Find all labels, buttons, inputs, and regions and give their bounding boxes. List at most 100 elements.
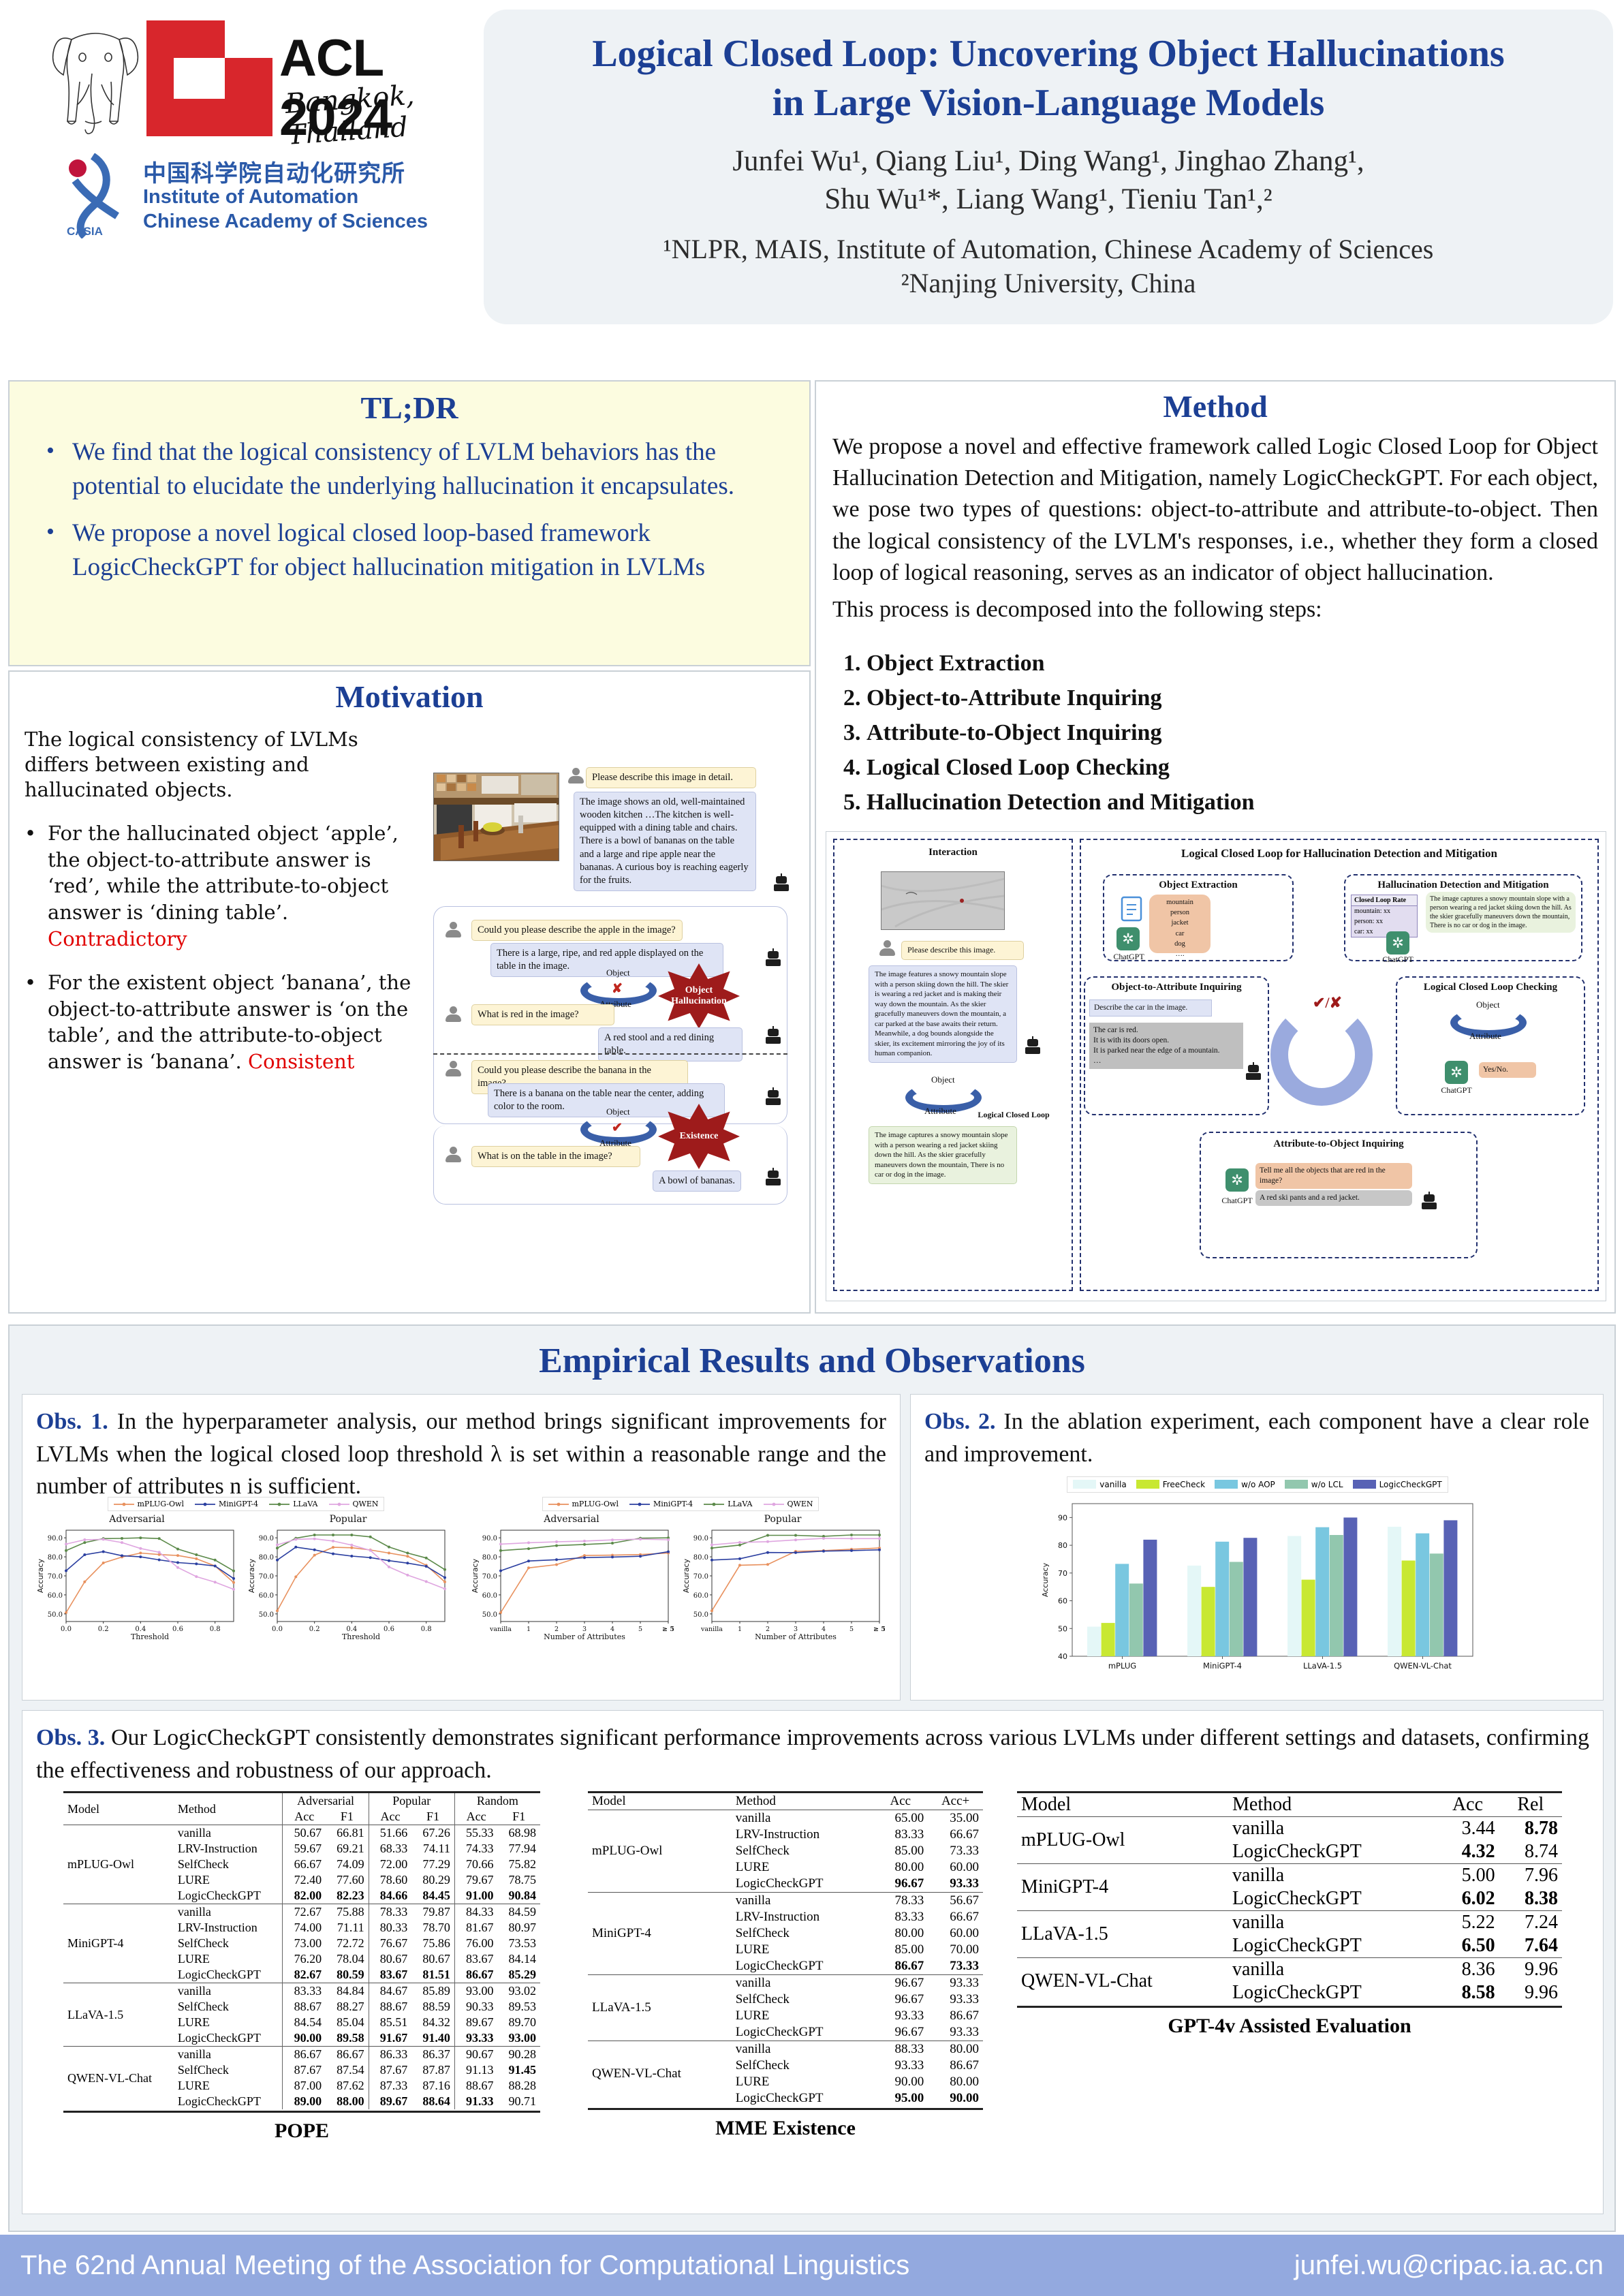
table-cell: 80.97 — [508, 1921, 537, 1934]
table-row: LogicCheckGPT 95.00 90.00 — [588, 2090, 983, 2107]
interaction-bot-response: The image features a snowy mountain slop… — [869, 965, 1017, 1063]
pope-table-wrap: Model Method Adversarial Popular Random Acc F… — [63, 1791, 540, 2143]
table-cell: 60.00 — [950, 1926, 979, 1940]
motivation-title: Motivation — [335, 679, 484, 714]
svg-text:3: 3 — [794, 1626, 798, 1633]
legend-item: QWEN — [328, 1500, 378, 1508]
table-cell: 80.00 — [950, 2042, 979, 2056]
table-cell: 35.00 — [950, 1811, 979, 1825]
legend-label: QWEN — [787, 1500, 813, 1508]
svg-text:70: 70 — [1058, 1569, 1067, 1578]
table-cell: 78.33 — [368, 1904, 412, 1920]
column-header: Acc+ — [941, 1794, 970, 1808]
table-cell: 91.13 — [454, 2062, 498, 2078]
svg-text:Accuracy: Accuracy — [682, 1558, 691, 1593]
row-model-label: mPLUG-Owl — [67, 1857, 134, 1871]
table-cell: 77.60 — [337, 1873, 364, 1887]
table-cell: 85.00 — [894, 1942, 924, 1957]
svg-text:0.2: 0.2 — [309, 1626, 320, 1633]
poster-footer: The 62nd Annual Meeting of the Associati… — [0, 2235, 1624, 2296]
svg-text:60.0: 60.0 — [48, 1592, 63, 1600]
casia-logo: CASIA 中国科学院自动化研究所 Institute of Automatio… — [54, 153, 484, 242]
poster-header: ACL 2024 Bangkok, Thailand CASIA 中国科学院自动… — [0, 0, 1624, 341]
row-method-label: SelfCheck — [735, 1926, 790, 1940]
chat-group-box-2 — [433, 1126, 787, 1205]
table-cell: 93.33 — [950, 2025, 979, 2039]
tldr-title: TL;DR — [360, 390, 458, 425]
row-method-label: LogicCheckGPT — [735, 1876, 824, 1891]
legend-item: w/o AOP — [1215, 1480, 1275, 1489]
table-cell: 6.50 — [1461, 1935, 1495, 1956]
motivation-bullet-1: For the hallucinated object ‘apple’, the… — [48, 822, 399, 950]
table-row: mPLUG-Owl vanilla 65.00 35.00 — [588, 1810, 983, 1858]
tldr-bullet-1: We find that the logical consistency of … — [72, 438, 734, 501]
loop-object-label: Object — [931, 1074, 955, 1085]
ski-photo — [881, 871, 1005, 930]
table-body-wrap: Model Method Acc Acc+ mPLUG-Owl vanilla 65.00 3… — [588, 1791, 983, 2110]
table-caption: MME Existence — [715, 2117, 856, 2139]
logical-loop-icon: Object Attribute — [894, 1074, 997, 1118]
legend-swatch — [548, 1502, 569, 1506]
table-cell: 80.00 — [894, 1926, 924, 1940]
table-cell: 87.62 — [337, 2079, 364, 2092]
row-method-label: vanilla — [735, 1976, 771, 1990]
bullet-icon: • — [46, 518, 54, 544]
table-cell: 93.00 — [508, 2031, 537, 2045]
logical-loop-icon: Object Attribute — [1439, 999, 1542, 1043]
svg-text:40: 40 — [1058, 1652, 1067, 1661]
affiliation-line-2: ²Nanjing University, China — [901, 268, 1196, 299]
method-step-5: Hallucination Detection and Mitigation — [866, 785, 1598, 820]
obs2-card: Obs. 2. In the ablation experiment, each… — [910, 1394, 1604, 1701]
table-cell: 93.33 — [950, 1976, 979, 1990]
table-cell: 87.54 — [337, 2063, 364, 2077]
legend-swatch — [1284, 1480, 1308, 1489]
svg-text:Accuracy: Accuracy — [247, 1558, 256, 1593]
casia-mark-icon: CASIA — [67, 153, 119, 238]
chat-q5: What is on the table in the image? — [471, 1146, 640, 1168]
svg-text:Threshold: Threshold — [131, 1632, 169, 1641]
table-row: MiniGPT-4 vanilla 5.00 7.96 — [1017, 1863, 1562, 1897]
table-cell: 83.33 — [894, 1910, 924, 1924]
svg-text:70.0: 70.0 — [693, 1573, 708, 1581]
table-cell: 80.29 — [422, 1873, 450, 1887]
table-cell: 55.33 — [454, 1825, 498, 1841]
user-avatar — [444, 1006, 462, 1023]
svg-text:CASIA: CASIA — [67, 225, 103, 238]
consistent-tag: Consistent — [247, 1049, 355, 1073]
row-method-label: vanilla — [177, 1984, 211, 1998]
table-cell: 78.60 — [368, 1872, 412, 1888]
attr2obj-answer: A red ski pants and a red jacket. — [1255, 1190, 1412, 1206]
table-cell: 87.33 — [368, 2078, 412, 2094]
table-cell: 88.67 — [282, 1999, 326, 2015]
table-cell: 89.67 — [454, 2015, 498, 2030]
table-cell: 51.66 — [368, 1825, 412, 1841]
table-cell: 91.00 — [454, 1888, 498, 1904]
row-model-label: mPLUG-Owl — [592, 1844, 663, 1858]
svg-text:70.0: 70.0 — [259, 1573, 274, 1581]
legend-label: LogicCheckGPT — [1379, 1480, 1442, 1489]
line-plot-svg: 50.0 60.0 70.0 80.0 90.0 vanilla 1 2 3 4 5 ≥ 5 Numbe… — [471, 1530, 674, 1641]
table-cell: 74.00 — [282, 1920, 326, 1936]
loop-attribute-label: Attribute — [924, 1106, 956, 1116]
column-header: F1 — [512, 1810, 526, 1823]
list-item: • We propose a novel logical closed loop… — [46, 516, 786, 585]
row-method-label: LURE — [735, 1860, 770, 1874]
chat-a5: A bowl of bananas. — [653, 1170, 741, 1192]
method-title: Method — [1163, 389, 1268, 424]
chart-legend: mPLUG-Owl MiniGPT-4 LLaVA QWEN — [107, 1497, 385, 1511]
table-cell: 72.67 — [282, 1904, 326, 1920]
table-subheader-row: Acc F1 Acc F1 Acc F1 — [63, 1809, 540, 1825]
svg-text:0.8: 0.8 — [421, 1626, 432, 1633]
row-method-label: LogicCheckGPT — [177, 2031, 261, 2045]
table-cell: 88.67 — [368, 1999, 412, 2015]
table-cell: 69.21 — [337, 1842, 364, 1855]
column-header: F1 — [426, 1810, 440, 1823]
authors-line-2: Shu Wu¹*, Liang Wang¹, Tieniu Tan¹,² — [824, 183, 1272, 216]
legend-swatch — [1352, 1480, 1376, 1489]
column-header: Method — [735, 1794, 776, 1808]
table-cell: 86.67 — [454, 1967, 498, 1983]
method-steps-list: Object Extraction Object-to-Attribute In… — [849, 646, 1598, 820]
svg-text:50.0: 50.0 — [48, 1611, 63, 1619]
bar-chart-block: vanilla FreeCheck w/o AOP w/o LCL LogicCheck… — [911, 1476, 1604, 1683]
table-row: LLaVA-1.5 vanilla 96.67 93.33 — [588, 1974, 983, 2015]
